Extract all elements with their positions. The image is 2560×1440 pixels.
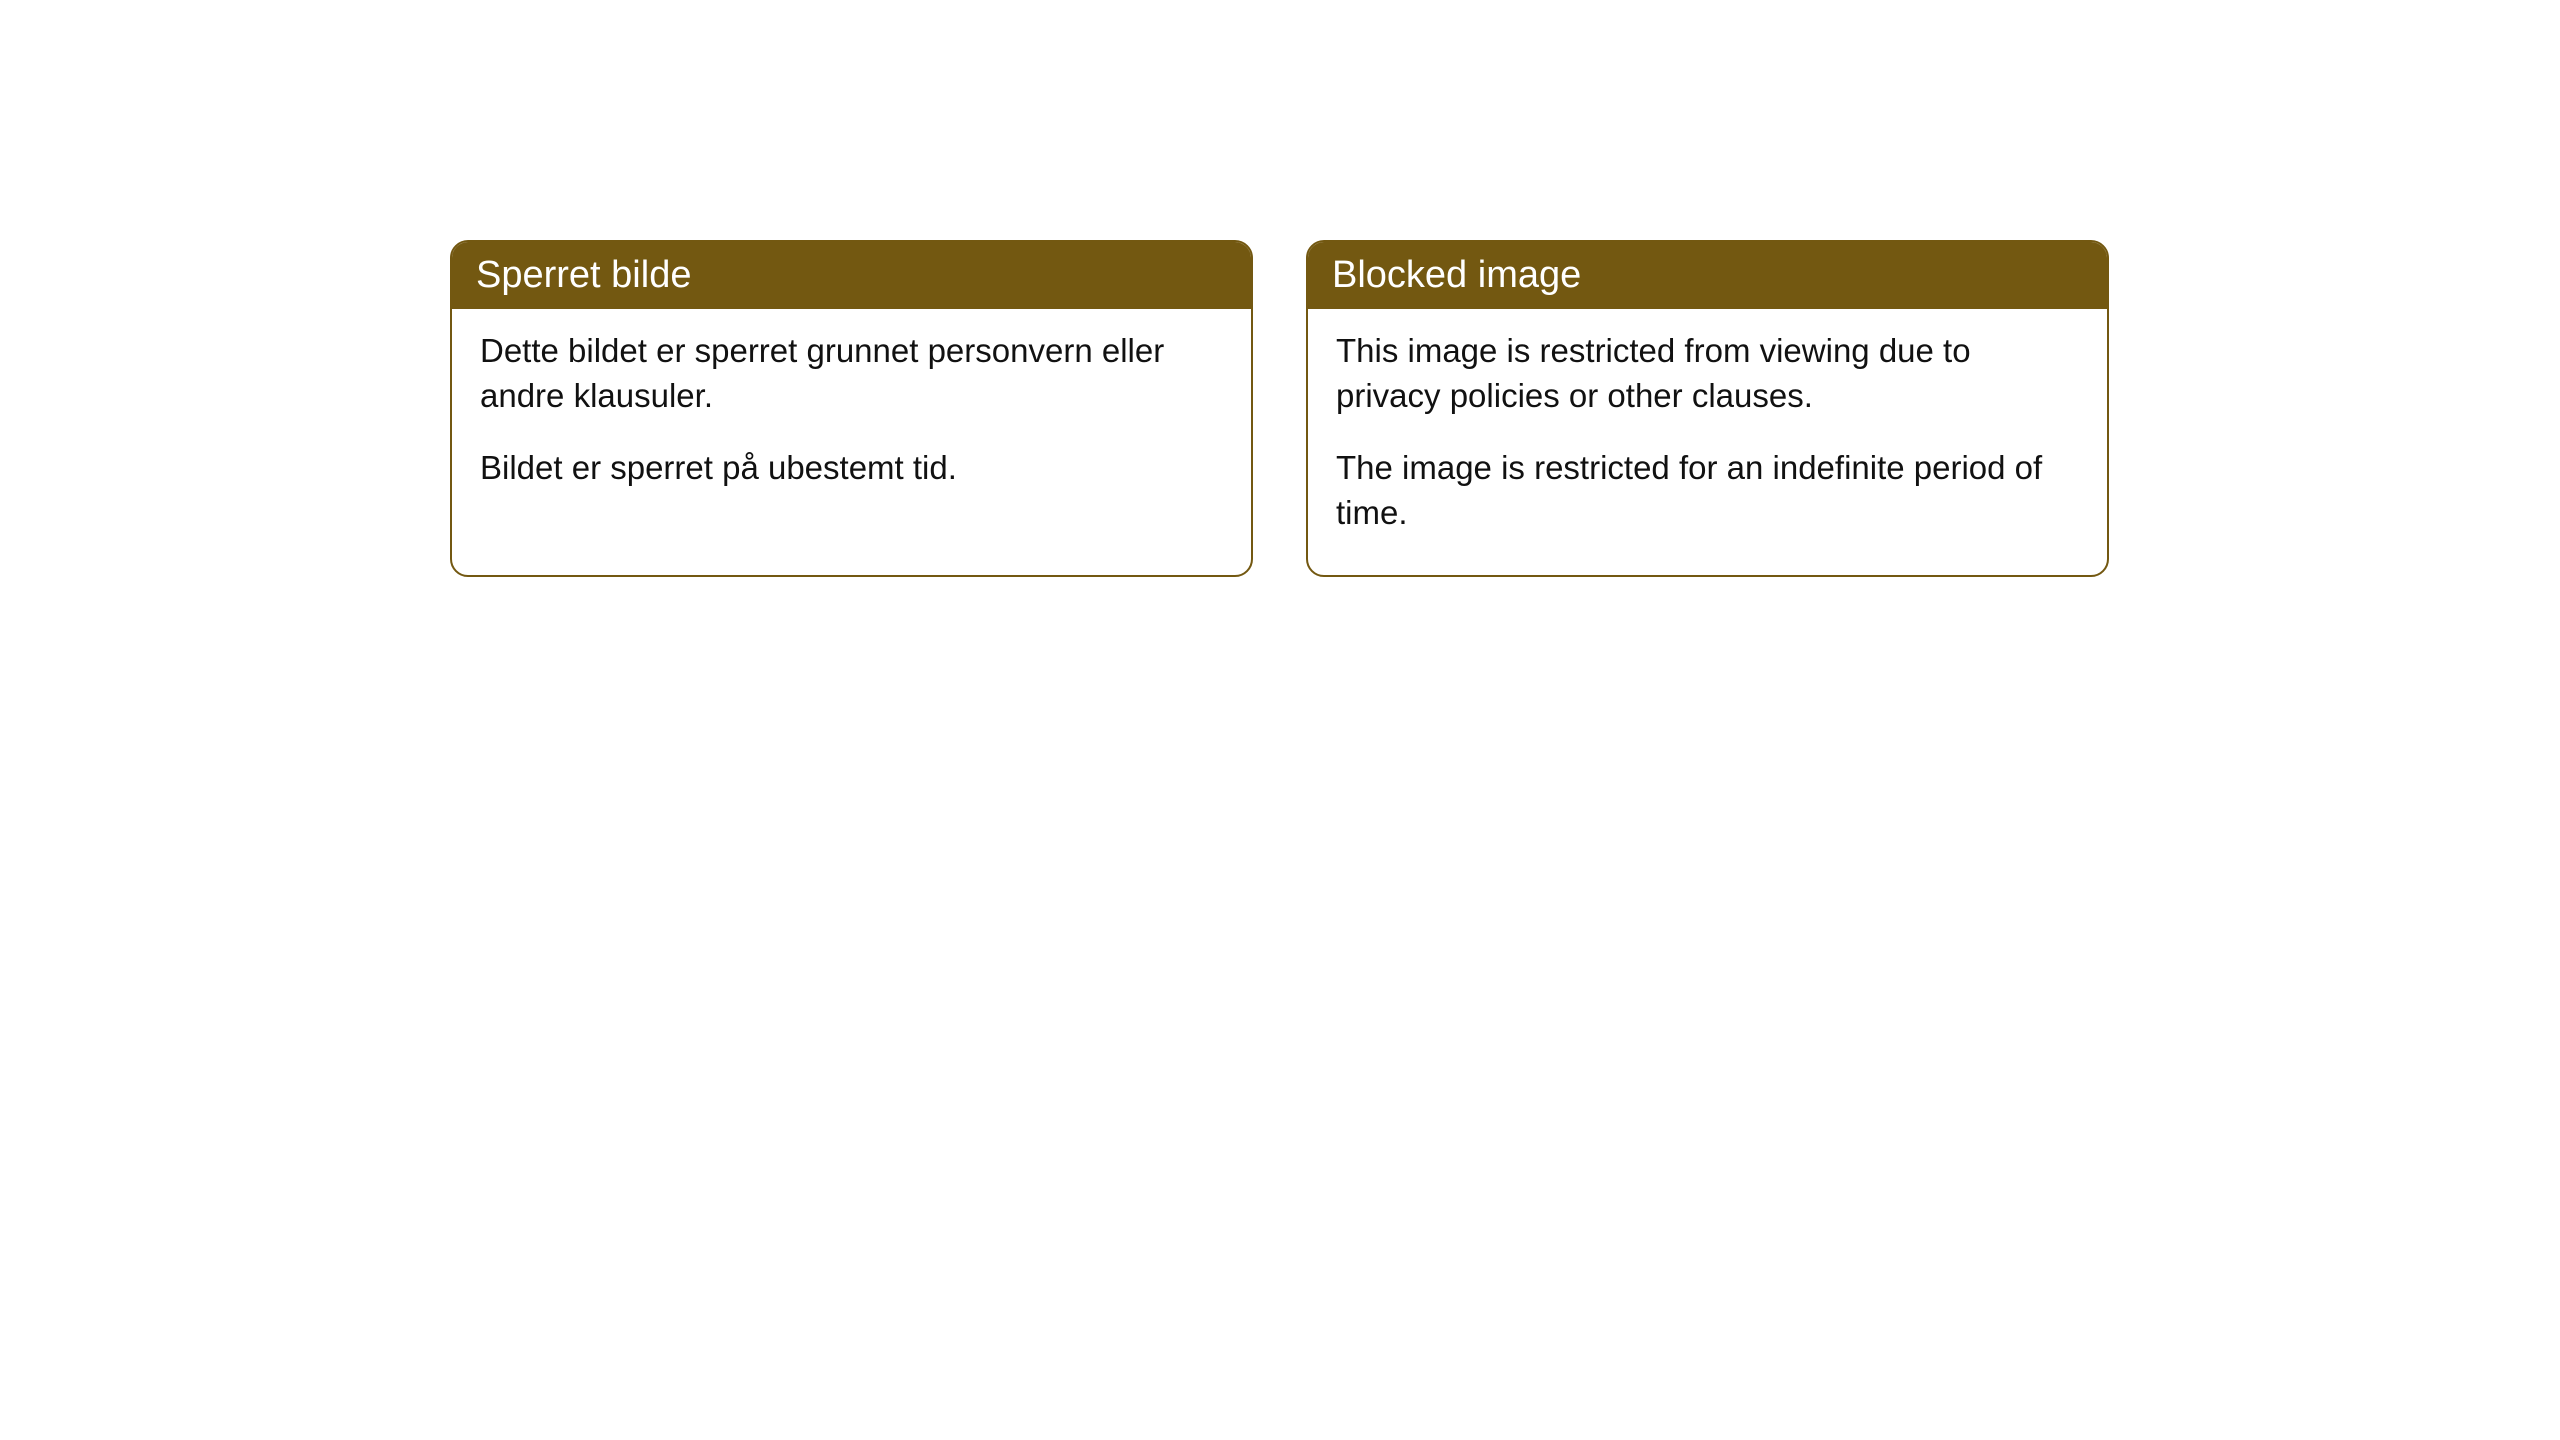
- notice-cards-container: Sperret bilde Dette bildet er sperret gr…: [450, 240, 2109, 577]
- card-header-english: Blocked image: [1308, 242, 2107, 309]
- card-body-norwegian: Dette bildet er sperret grunnet personve…: [452, 309, 1251, 531]
- blocked-image-card-norwegian: Sperret bilde Dette bildet er sperret gr…: [450, 240, 1253, 577]
- card-paragraph: This image is restricted from viewing du…: [1336, 329, 2079, 418]
- card-paragraph: Bildet er sperret på ubestemt tid.: [480, 446, 1223, 491]
- card-body-english: This image is restricted from viewing du…: [1308, 309, 2107, 575]
- card-paragraph: The image is restricted for an indefinit…: [1336, 446, 2079, 535]
- card-paragraph: Dette bildet er sperret grunnet personve…: [480, 329, 1223, 418]
- blocked-image-card-english: Blocked image This image is restricted f…: [1306, 240, 2109, 577]
- card-title: Blocked image: [1332, 254, 1581, 296]
- card-header-norwegian: Sperret bilde: [452, 242, 1251, 309]
- card-title: Sperret bilde: [476, 254, 691, 296]
